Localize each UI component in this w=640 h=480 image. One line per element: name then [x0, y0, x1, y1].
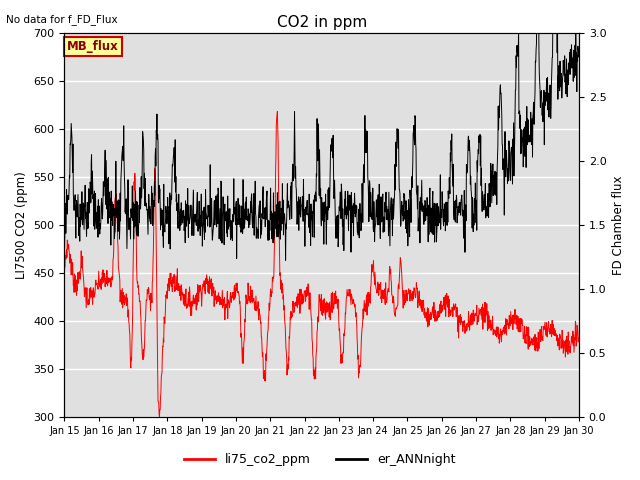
Title: CO2 in ppm: CO2 in ppm	[276, 15, 367, 30]
Text: No data for f_FD_Flux: No data for f_FD_Flux	[6, 14, 118, 25]
Y-axis label: FD Chamber flux: FD Chamber flux	[612, 175, 625, 275]
Y-axis label: LI7500 CO2 (ppm): LI7500 CO2 (ppm)	[15, 171, 28, 279]
Legend: li75_co2_ppm, er_ANNnight: li75_co2_ppm, er_ANNnight	[179, 448, 461, 471]
Text: MB_flux: MB_flux	[67, 40, 119, 53]
